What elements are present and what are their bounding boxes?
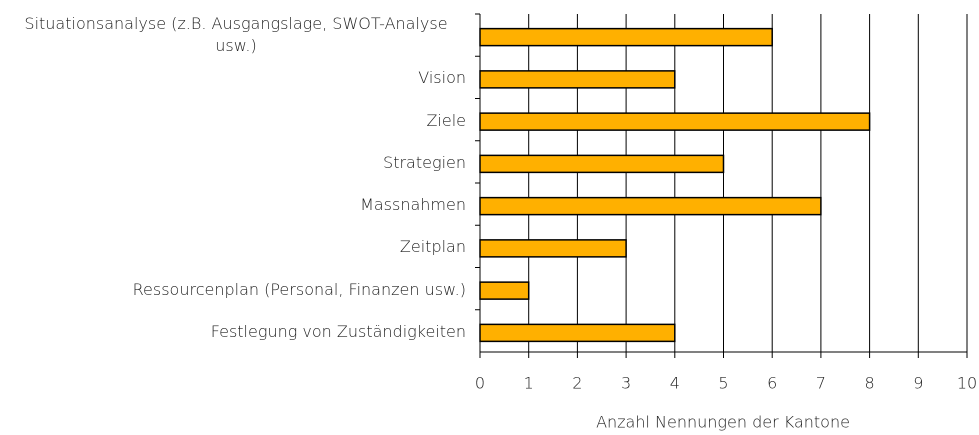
y-tick-label: Zeitplan (399, 237, 466, 257)
bar (479, 154, 725, 174)
bar (479, 281, 530, 300)
y-tick-label: Ressourcenplan (Personal, Finanzen usw.) (132, 279, 466, 299)
x-tick-label: 5 (718, 374, 728, 393)
bar (479, 112, 871, 131)
x-tick-label: 8 (865, 374, 875, 393)
y-tick-label: Ziele (426, 110, 466, 130)
x-tick-label: 4 (670, 374, 680, 393)
x-tick-label: 10 (957, 374, 977, 393)
y-tick-label: Massnahmen (360, 195, 466, 215)
y-tick-label: Festlegung von Zuständigkeiten (210, 321, 466, 341)
bar (479, 239, 627, 258)
x-axis-label: Anzahl Nennungen der Kantone (596, 413, 850, 432)
bar (479, 70, 676, 89)
x-tick-label: 9 (913, 374, 923, 393)
x-tick-label: 1 (524, 374, 534, 393)
y-tick-label: Situationsanalyse (z.B. Ausgangslage, SW… (24, 14, 448, 56)
bar (479, 323, 676, 343)
x-tick-label: 2 (572, 374, 582, 393)
x-tick-label: 6 (767, 374, 777, 393)
y-tick-label: Vision (418, 68, 466, 88)
y-tick-label: Strategien (383, 152, 466, 172)
bar (479, 196, 822, 216)
x-tick-label: 0 (475, 374, 485, 393)
x-tick-label: 3 (621, 374, 631, 393)
x-tick-label: 7 (816, 374, 826, 393)
bar (479, 27, 773, 47)
